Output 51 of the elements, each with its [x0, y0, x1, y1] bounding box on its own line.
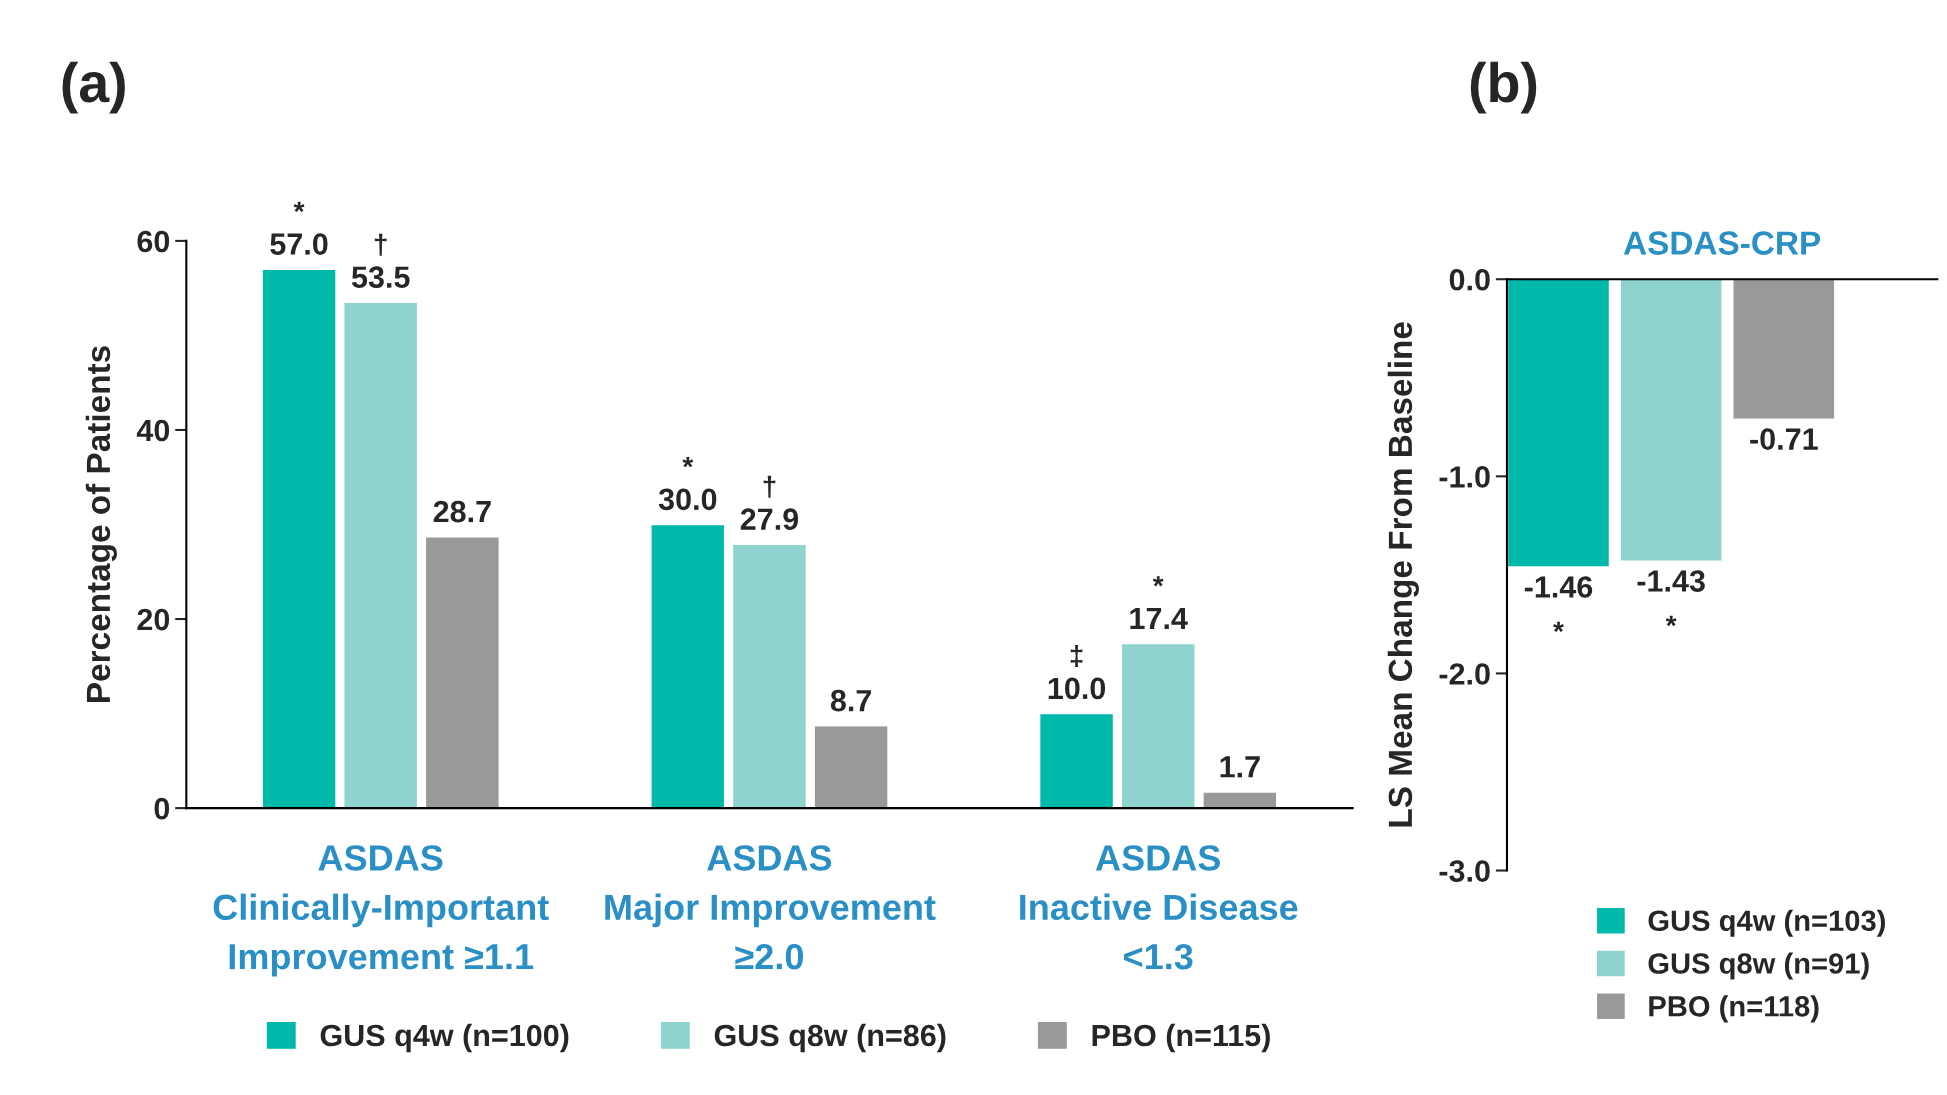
annotation: *: [1665, 615, 1677, 627]
bar: [650, 523, 726, 809]
y-axis-title: Percentage of Patients: [85, 346, 117, 702]
bar: [424, 536, 500, 809]
data-label: 57.0: [270, 233, 328, 255]
annotation: *: [1152, 576, 1164, 587]
bar: [261, 268, 337, 809]
bar: [343, 301, 419, 809]
legend-label: PBO (n=115): [1092, 1023, 1270, 1053]
annotation: †: [374, 233, 387, 256]
data-label: 30.0: [658, 488, 717, 511]
y-axis-title: LS Mean Change From Baseline: [1387, 322, 1419, 827]
legend-label: PBO (n=118): [1649, 995, 1819, 1023]
legend-label: GUS q8w (n=86): [714, 1023, 946, 1053]
data-label: 53.5: [351, 266, 410, 289]
y-tick-label: -2.0: [1439, 663, 1490, 685]
x-tick-label: ASDAS Clinically-Important Improvement ≥1.1: [213, 845, 549, 977]
bar: [1038, 712, 1115, 809]
x-tick-label: ASDAS Inactive Disease <1.3: [1020, 845, 1298, 970]
data-label: 17.4: [1130, 607, 1188, 629]
data-label: 8.7: [830, 689, 871, 712]
bar: [1202, 791, 1278, 809]
chart-subtitle: ASDAS-CRP: [1623, 231, 1821, 255]
annotation: *: [682, 457, 694, 468]
annotation: ‡: [1070, 645, 1083, 668]
text: *: [293, 201, 305, 213]
data-label: -1.43: [1637, 570, 1705, 592]
data-label: 27.9: [740, 508, 799, 530]
y-tick-label: -3.0: [1439, 860, 1490, 882]
legend-label: GUS q4w (n=103): [1648, 909, 1885, 937]
legend-label: GUS q4w (n=100): [320, 1023, 569, 1053]
annotation: †: [763, 475, 776, 498]
y-tick-label: 20: [137, 608, 170, 631]
bar: [1120, 642, 1196, 809]
bar: [813, 725, 889, 809]
chart-title: (a): [62, 61, 125, 114]
data-label: -0.71: [1750, 428, 1818, 450]
annotation: *: [1553, 621, 1564, 633]
y-tick-label: 40: [136, 419, 170, 442]
y-tick-label: -1.0: [1439, 466, 1490, 488]
chart-title: (b): [1470, 61, 1537, 114]
data-label: 10.0: [1048, 677, 1106, 700]
data-label: 1.7: [1220, 756, 1260, 778]
data-label: 28.7: [433, 500, 491, 523]
bar: [731, 543, 808, 809]
legend-label: GUS q8w (n=91): [1648, 952, 1869, 980]
data-label: -1.46: [1524, 576, 1593, 598]
y-tick-label: 0: [154, 797, 170, 820]
y-tick-label: 60: [137, 230, 170, 253]
x-tick-label: ASDAS Major Improvement ≥2.0: [605, 845, 936, 970]
y-tick-label: 0.0: [1449, 268, 1490, 291]
